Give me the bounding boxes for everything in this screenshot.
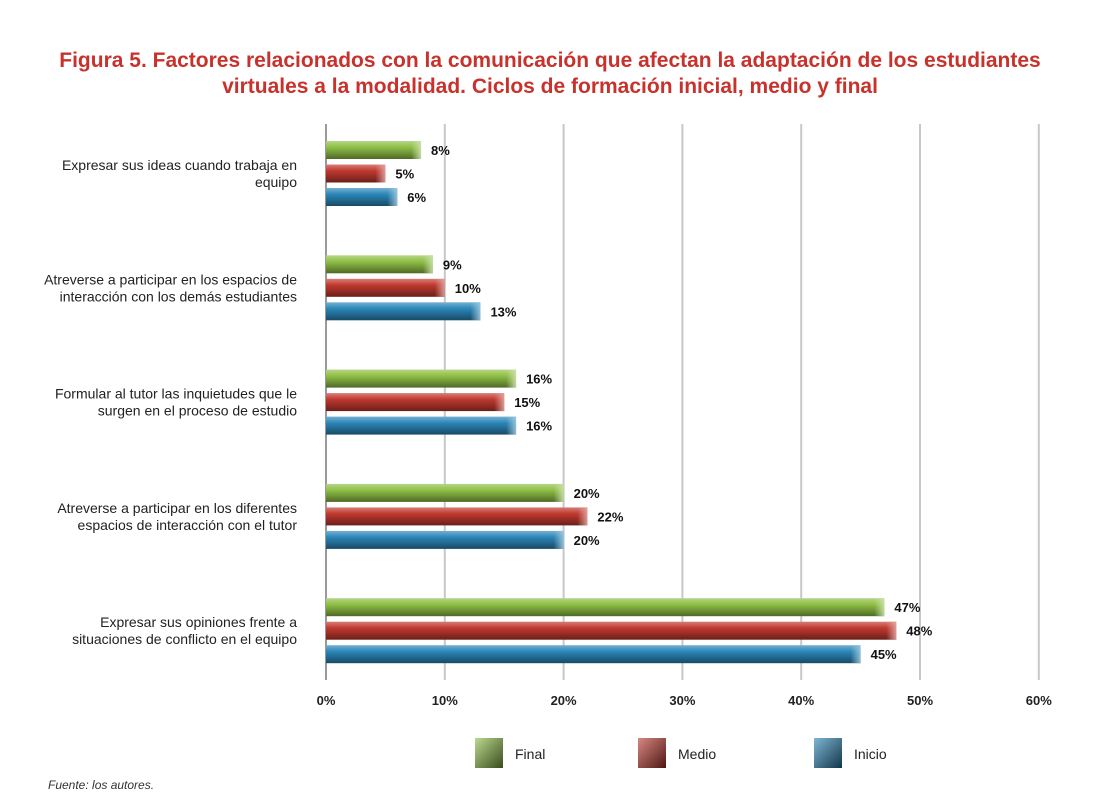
- chart-title: Figura 5. Factores relacionados con la c…: [20, 48, 1080, 100]
- data-label: 45%: [871, 647, 897, 662]
- category-label: Expresar sus opiniones frente a situacion…: [72, 614, 297, 647]
- data-label: 8%: [431, 143, 450, 158]
- x-tick-label: 0%: [317, 693, 336, 708]
- bar-medio: [326, 621, 897, 640]
- data-label: 47%: [894, 600, 920, 615]
- category-label: Atreverse a participar en los diferentes…: [57, 500, 297, 533]
- data-label: 9%: [443, 257, 462, 272]
- bar-final: [326, 255, 433, 274]
- data-label: 13%: [490, 304, 516, 319]
- data-label: 6%: [407, 190, 426, 205]
- legend-label: Medio: [678, 746, 716, 762]
- bar-final: [326, 483, 564, 502]
- bar-final: [326, 141, 422, 159]
- bar-inicio: [326, 645, 861, 664]
- x-tick-label: 10%: [432, 693, 458, 708]
- bar-medio: [326, 278, 445, 297]
- data-label: 16%: [526, 419, 552, 434]
- data-label: 16%: [526, 372, 552, 387]
- bar-final: [326, 369, 517, 388]
- bar-inicio: [326, 530, 564, 549]
- bar-inicio: [326, 188, 398, 206]
- legend-swatch: [638, 738, 666, 768]
- bar-inicio: [326, 302, 481, 321]
- bar-medio: [326, 393, 505, 412]
- legend-label: Inicio: [854, 746, 887, 762]
- category-label: Formular al tutor las inquietudes que le…: [55, 386, 297, 419]
- x-tick-label: 50%: [907, 693, 933, 708]
- legend-item-final: Final: [475, 738, 545, 768]
- legend-swatch: [475, 738, 503, 768]
- data-label: 20%: [574, 533, 600, 548]
- category-label: Atreverse a participar en los espacios d…: [44, 271, 297, 304]
- x-tick-label: 60%: [1026, 693, 1052, 708]
- data-label: 10%: [455, 281, 481, 296]
- legend-label: Final: [515, 746, 545, 762]
- data-label: 48%: [906, 624, 932, 639]
- bar-inicio: [326, 416, 517, 435]
- data-label: 20%: [574, 486, 600, 501]
- legend-item-medio: Medio: [638, 738, 716, 768]
- chart-title-line-2: virtuales a la modalidad. Ciclos de form…: [222, 75, 878, 98]
- source-note: Fuente: los autores.: [48, 778, 155, 792]
- bar-final: [326, 598, 885, 617]
- legend-item-inicio: Inicio: [814, 738, 887, 768]
- data-label: 22%: [597, 509, 623, 524]
- bar-medio: [326, 507, 588, 526]
- data-label: 5%: [395, 167, 414, 182]
- bar-medio: [326, 164, 386, 183]
- category-label: Expresar sus ideas cuando trabaja en equi…: [62, 157, 297, 190]
- x-tick-label: 40%: [788, 693, 814, 708]
- data-label: 15%: [514, 395, 540, 410]
- x-tick-label: 20%: [551, 693, 577, 708]
- chart-title-line-1: Figura 5. Factores relacionados con la c…: [59, 49, 1041, 72]
- x-tick-label: 30%: [669, 693, 695, 708]
- legend-swatch: [814, 738, 842, 768]
